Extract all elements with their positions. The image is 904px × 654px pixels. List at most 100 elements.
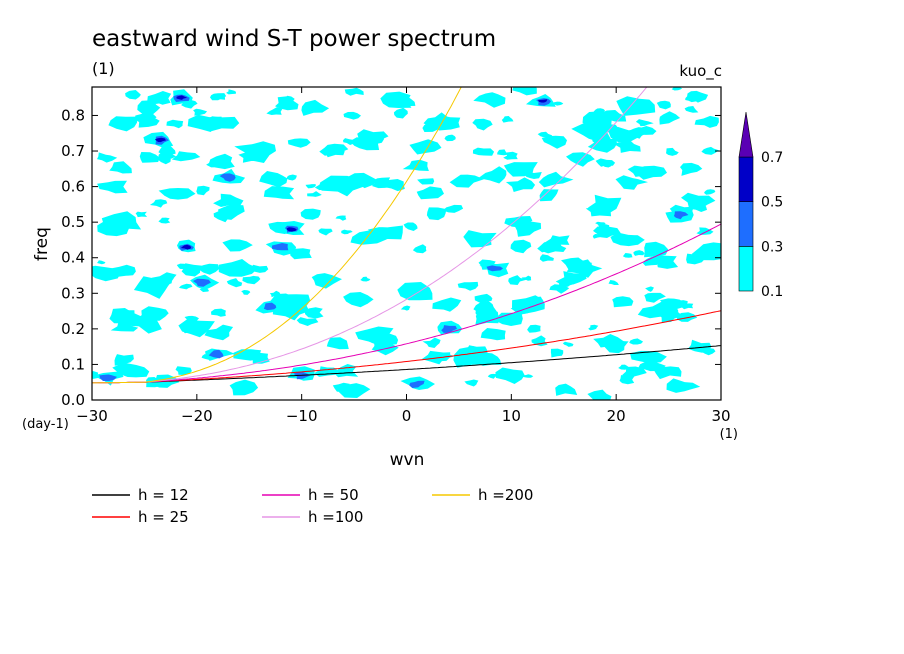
contour-patch [553, 101, 564, 106]
contour-patch [211, 308, 226, 317]
contour-core [263, 302, 277, 311]
axis-ticks: −30 −20 −10 0 10 20 30 0.0 0.1 0.2 0.3 0.4 0.5 0.6 0.7… [61, 87, 731, 425]
contour-patch [409, 139, 442, 155]
contour-patch [139, 152, 160, 163]
contour-core [208, 349, 224, 359]
contour-core-strong [176, 95, 188, 100]
contour-patch [501, 116, 514, 123]
colorbar-segment [738, 156, 754, 202]
colorbar-label: 0.5 [761, 195, 783, 211]
contour-patch [505, 177, 536, 192]
contour-patch [402, 159, 429, 171]
contour-core [486, 265, 504, 272]
contour-patch [653, 366, 682, 380]
contour-patch [453, 346, 493, 368]
contour-patch [510, 239, 532, 254]
x-tick-label: 10 [502, 407, 521, 425]
contour-patch [212, 93, 226, 100]
contour-patch [592, 234, 603, 239]
contour-patch [158, 188, 196, 200]
contour-patch [457, 281, 479, 291]
contour-patch [320, 175, 364, 197]
contour-patch [178, 319, 215, 338]
contour-patch [114, 354, 134, 366]
contour-core [673, 211, 689, 220]
contour-patch [645, 286, 654, 292]
contour-patch [121, 309, 135, 318]
contour-patch [537, 242, 562, 253]
contour-patch [393, 107, 408, 119]
contour-patch [286, 174, 297, 181]
contour-patch [630, 350, 667, 364]
contour-patch [550, 348, 564, 358]
contour-patch [154, 154, 171, 165]
contour-patch [300, 208, 321, 220]
contour-patch [125, 90, 141, 100]
contour-patch [152, 97, 166, 104]
contour-patch [687, 90, 709, 103]
contour-patch [305, 184, 316, 189]
contour-patch [403, 222, 418, 231]
contour-patch [688, 339, 712, 353]
contour-patch [666, 378, 701, 393]
contour-patch [109, 264, 136, 277]
colorbar-extend-arrow [738, 111, 754, 158]
legend-label: h = 25 [138, 508, 189, 526]
contour-patch [629, 127, 648, 139]
contour-patch [101, 211, 142, 230]
contour-patch [417, 178, 435, 185]
contour-patch [588, 194, 622, 214]
contour-patch [512, 295, 545, 315]
y-tick-label: 0.2 [61, 320, 85, 338]
x-axis-label: wvn [390, 450, 425, 470]
contour-patch [259, 171, 288, 188]
contour-patch [608, 280, 619, 285]
contour-core [409, 380, 425, 388]
contour-patch [472, 118, 493, 131]
contour-core [441, 325, 457, 333]
contour-patch [234, 141, 276, 163]
contour-patch [187, 114, 223, 132]
contour-patch [426, 207, 447, 221]
contour-patch [287, 138, 311, 148]
y-tick-label: 0.3 [61, 284, 85, 302]
contour-patch [595, 221, 606, 227]
contour-patch [196, 185, 210, 196]
contour-patch [495, 367, 525, 384]
contour-patch [537, 131, 553, 138]
contour-patch [464, 379, 479, 387]
contour-patch [666, 147, 679, 156]
contour-patch [92, 371, 99, 379]
legend-label: h =100 [308, 508, 363, 526]
contour-patch [204, 324, 234, 341]
contour-patch [555, 271, 587, 286]
y-tick-label: 0.6 [61, 178, 85, 196]
contour-patch [218, 259, 258, 277]
contour-patch [416, 186, 444, 200]
contour-core [271, 243, 289, 251]
contour-patch [301, 99, 330, 116]
contour-patch [685, 96, 698, 103]
contour-patch [503, 162, 538, 177]
x-tick-label: 30 [711, 407, 730, 425]
contour-patch [474, 293, 493, 303]
contour-patch [158, 217, 171, 224]
x-tick-label: −10 [286, 407, 318, 425]
contour-patch [397, 282, 433, 301]
power-field [92, 87, 721, 400]
contour-patch [380, 91, 412, 108]
contour-patch [602, 161, 613, 168]
contour-patch [92, 265, 121, 282]
contour-patch [622, 366, 647, 380]
contour-patch [318, 228, 333, 236]
contour-patch [296, 317, 319, 326]
contour-patch [339, 383, 371, 398]
contour-patch [400, 305, 411, 311]
contour-patch [218, 204, 245, 220]
contour-patch [343, 292, 374, 308]
contour-patch [344, 87, 364, 96]
contour-patch [426, 352, 451, 362]
contour-patch [97, 152, 118, 163]
contour-patch [588, 324, 599, 331]
contour-patch [193, 108, 208, 116]
